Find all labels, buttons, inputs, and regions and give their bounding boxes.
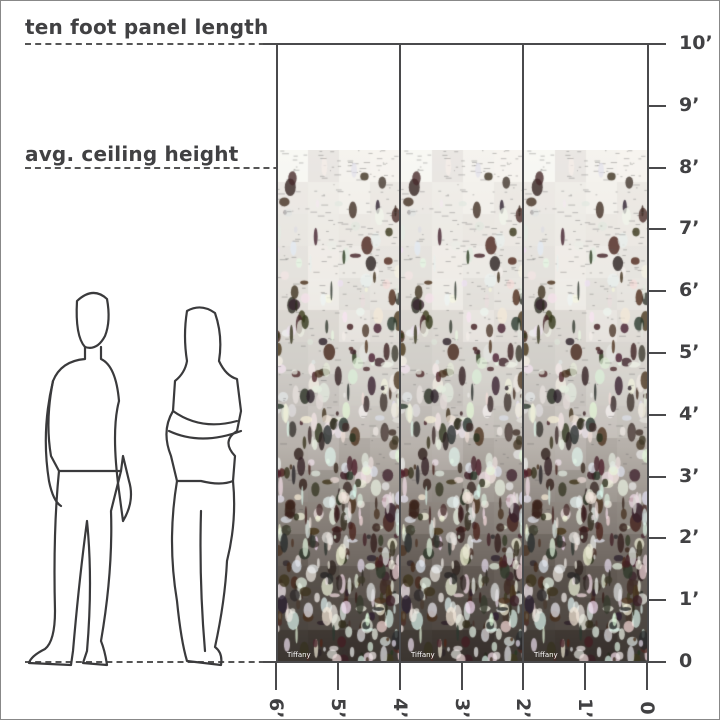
panel-watermark: Tiffany xyxy=(411,651,435,659)
y-tick-label: 0 xyxy=(679,650,693,672)
x-tick-label: 4’ xyxy=(388,698,411,719)
wallpaper-panel-1: Tiffany xyxy=(277,150,400,662)
ceiling-height-label: avg. ceiling height xyxy=(25,142,239,166)
y-tick-label: 1’ xyxy=(679,588,700,611)
y-tick xyxy=(649,475,666,478)
y-tick-label: 10’ xyxy=(679,32,713,54)
floor-line xyxy=(25,661,275,663)
y-tick-label: 3’ xyxy=(679,464,700,487)
panel-watermark: Tiffany xyxy=(287,651,311,659)
y-tick-label: 8’ xyxy=(679,155,700,178)
y-tick xyxy=(649,599,666,602)
y-tick xyxy=(649,661,666,663)
y-tick-label: 6’ xyxy=(679,279,700,302)
x-tick xyxy=(522,662,525,690)
x-tick xyxy=(398,662,401,690)
top-edge xyxy=(263,43,649,45)
y-tick xyxy=(649,413,666,416)
x-tick xyxy=(460,662,463,690)
people-figures xyxy=(27,291,243,667)
x-tick-label: 2’ xyxy=(512,698,535,719)
x-tick xyxy=(584,662,587,690)
y-tick xyxy=(649,537,666,540)
x-tick-label: 5’ xyxy=(327,698,349,719)
woman-outline-icon xyxy=(165,306,243,667)
wallpaper-panel-2: Tiffany xyxy=(401,150,524,662)
panel-divider xyxy=(522,43,524,663)
x-tick-label: 3’ xyxy=(450,698,473,719)
y-tick-label: 4’ xyxy=(679,402,700,425)
y-tick-label: 7’ xyxy=(679,217,700,240)
y-tick-label: 5’ xyxy=(679,341,700,363)
y-tick xyxy=(649,43,666,45)
y-tick-label: 9’ xyxy=(679,93,700,116)
y-tick xyxy=(649,290,666,293)
x-tick-label: 6’ xyxy=(265,698,288,719)
y-tick xyxy=(649,104,666,107)
panel-watermark: Tiffany xyxy=(534,651,558,659)
x-tick xyxy=(337,662,339,690)
wallpaper-panel-3: Tiffany xyxy=(524,150,647,662)
y-tick xyxy=(649,228,666,231)
y-tick-label: 2’ xyxy=(679,526,700,549)
x-tick-label: 1’ xyxy=(574,698,597,719)
panel-divider xyxy=(399,43,401,663)
bottom-edge xyxy=(263,661,649,663)
y-tick xyxy=(649,166,666,169)
man-outline-icon xyxy=(27,291,133,667)
vertical-axis xyxy=(647,43,649,663)
x-tick xyxy=(646,662,648,690)
panel-length-line xyxy=(25,43,275,45)
y-tick xyxy=(649,352,666,354)
x-tick xyxy=(275,662,278,690)
panel-divider xyxy=(276,43,278,663)
panel-length-label: ten foot panel length xyxy=(25,15,269,39)
x-tick-label: 0 xyxy=(636,701,658,715)
